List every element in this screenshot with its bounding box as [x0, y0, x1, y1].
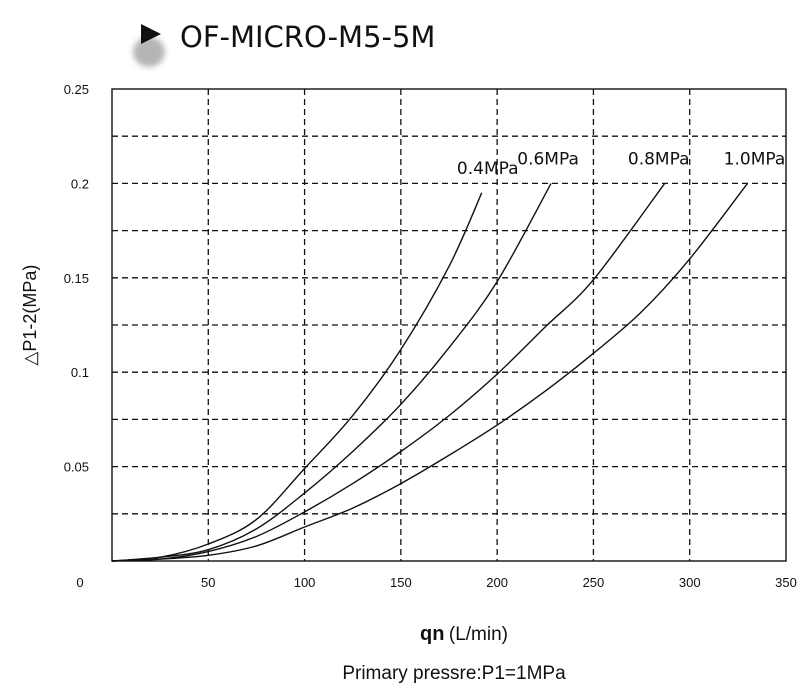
y-tick-label: 0.1	[71, 365, 89, 380]
y-axis-label: △P1-2(MPa)	[20, 265, 40, 366]
series-label-0-8mpa: 0.8MPa	[628, 149, 690, 169]
y-axis-ticks: 0.05 0.1 0.15 0.2 0.25	[64, 82, 89, 475]
title-shadow	[133, 37, 165, 67]
series-curves	[111, 182, 749, 562]
x-tick-label: 100	[294, 575, 316, 590]
x-tick-label: 150	[390, 575, 412, 590]
y-tick-label: 0.05	[64, 460, 89, 475]
x-axis-label-main: qn	[420, 623, 444, 645]
x-tick-label: 200	[486, 575, 508, 590]
title-arrow-icon	[141, 24, 161, 44]
grid	[112, 89, 786, 561]
series-line-0-4mpa	[111, 192, 483, 562]
y-tick-label: 0.25	[64, 82, 89, 97]
series-label-0-4mpa: 0.4MPa	[457, 159, 519, 179]
series-line-0-6mpa	[111, 183, 552, 562]
x-tick-label: 0	[76, 575, 83, 590]
series-line-1-0mpa	[111, 182, 749, 562]
chart-title: OF-MICRO-M5-5M	[180, 20, 435, 54]
series-line-0-8mpa	[111, 182, 666, 562]
x-tick-label: 350	[775, 575, 797, 590]
series-label-1-0mpa: 1.0MPa	[724, 149, 786, 169]
plot-frame	[111, 88, 787, 562]
title-block: OF-MICRO-M5-5M	[133, 20, 435, 67]
y-tick-label: 0.2	[71, 176, 89, 191]
primary-pressure-note: Primary pressre:P1=1MPa	[342, 663, 566, 684]
x-tick-label: 300	[679, 575, 701, 590]
series-label-0-6mpa: 0.6MPa	[517, 149, 579, 169]
x-axis-label-unit: (L/min)	[449, 624, 508, 645]
x-tick-label: 50	[201, 575, 215, 590]
x-axis-ticks: 0 50 100 150 200 250 300 350	[76, 575, 796, 590]
y-tick-label: 0.15	[64, 271, 89, 286]
x-axis-label: qn (L/min)	[420, 623, 508, 645]
x-tick-label: 250	[583, 575, 605, 590]
